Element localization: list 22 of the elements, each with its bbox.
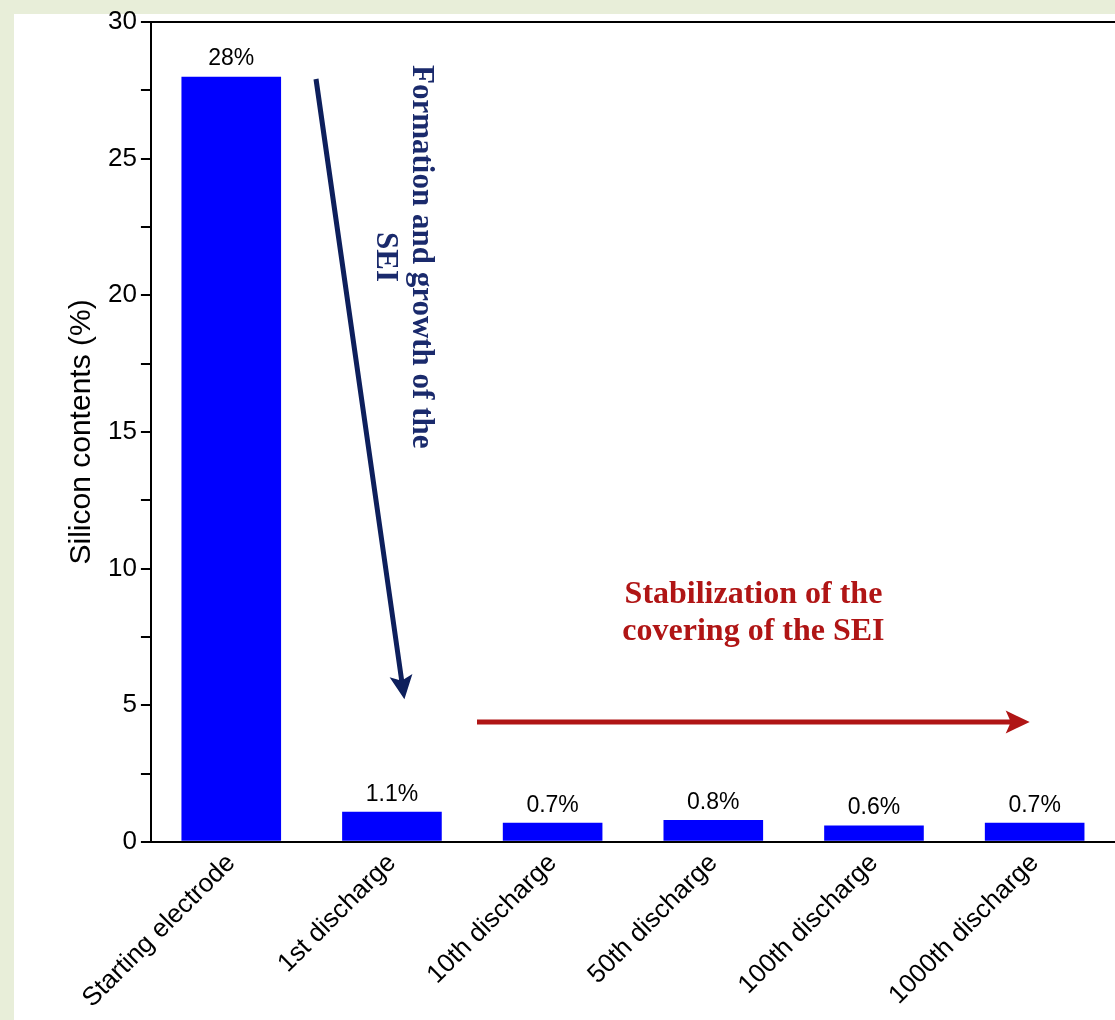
y-tick-label: 5: [122, 688, 137, 719]
data-label: 0.6%: [847, 793, 901, 820]
bar: [984, 822, 1085, 841]
annotation: Stabilization of the covering of the SEI: [621, 574, 886, 648]
y-axis-title: Silicon contents (%): [63, 299, 97, 565]
data-label: 28%: [208, 44, 255, 71]
y-tick-label: 15: [108, 415, 137, 446]
data-label: 1.1%: [365, 779, 419, 806]
bar: [502, 822, 603, 841]
annotation: Formation and growth of the SEI: [369, 63, 441, 451]
bar: [663, 819, 764, 841]
y-tick-label: 25: [108, 141, 137, 172]
data-label: 0.8%: [687, 787, 740, 814]
data-label: 0.7%: [1008, 790, 1061, 817]
y-tick-label: 30: [108, 5, 137, 36]
bar: [181, 76, 282, 841]
bar: [824, 825, 924, 841]
y-tick-label: 0: [122, 825, 137, 856]
bar: [342, 811, 442, 841]
y-tick-label: 20: [108, 278, 137, 309]
data-label: 0.7%: [526, 790, 579, 817]
y-tick-label: 10: [108, 551, 137, 582]
